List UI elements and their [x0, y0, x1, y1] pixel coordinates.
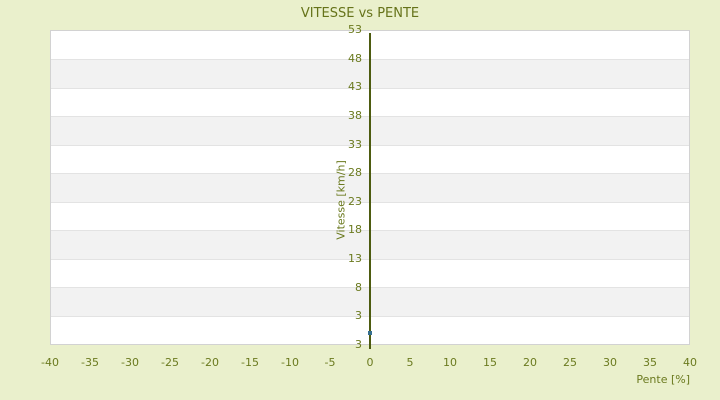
x-tick-label: -40	[41, 356, 59, 369]
y-axis-min-label: 3	[355, 338, 362, 351]
y-axis-line	[369, 33, 371, 349]
x-tick-label: -15	[241, 356, 259, 369]
x-axis-title: Pente [%]	[636, 373, 690, 386]
x-tick-label: 35	[643, 356, 657, 369]
y-tick-label: 33	[348, 137, 362, 151]
x-tick-label: 5	[406, 356, 414, 369]
x-tick-label: 15	[483, 356, 497, 369]
y-tick-label: 48	[348, 51, 362, 65]
x-tick-label: 30	[603, 356, 617, 369]
x-tick-label: -30	[121, 356, 139, 369]
x-tick-label: 25	[563, 356, 577, 369]
x-tick-label: -20	[201, 356, 219, 369]
y-tick-label: 53	[348, 23, 362, 36]
x-tick-label: -25	[161, 356, 179, 369]
x-tick-label: 10	[443, 356, 457, 369]
y-tick-label: 23	[348, 194, 362, 208]
data-point	[368, 330, 372, 335]
y-tick-label: 43	[348, 80, 362, 94]
y-tick-label: 3	[355, 309, 362, 323]
chart-title: VITESSE vs PENTE	[300, 6, 420, 21]
x-tick-label: 40	[683, 356, 697, 369]
y-tick-label: 28	[348, 166, 362, 180]
x-tick-label: 20	[523, 356, 537, 369]
y-tick-label: 13	[348, 252, 362, 266]
y-axis-title: Vitesse [km/h]	[334, 160, 348, 240]
x-tick-label: -10	[281, 356, 299, 369]
y-tick-label: 38	[348, 108, 362, 122]
x-tick-label: -35	[81, 356, 99, 369]
y-tick-label: 8	[355, 280, 362, 294]
x-tick-label: -5	[324, 356, 336, 369]
x-tick-label: 0	[366, 356, 374, 369]
y-tick-label: 18	[348, 223, 362, 237]
